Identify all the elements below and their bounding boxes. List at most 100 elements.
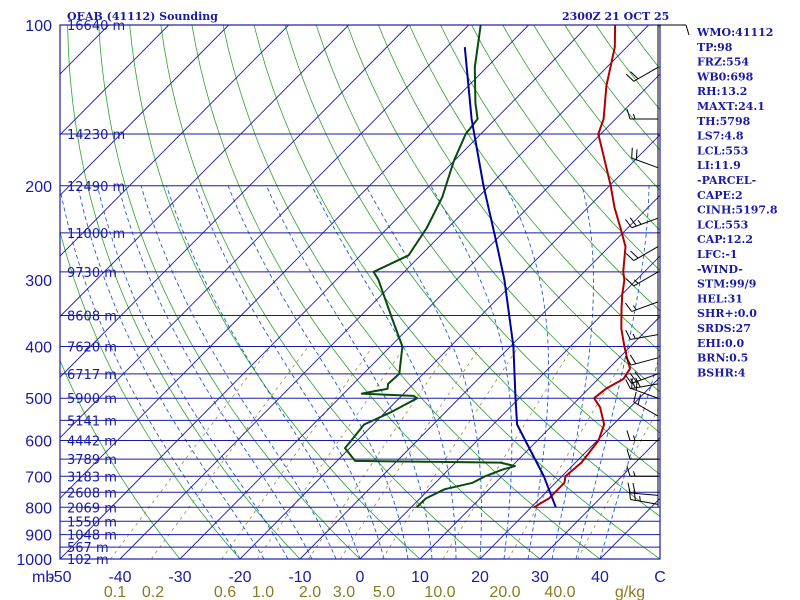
wind-barb-feather [631,147,633,159]
height-label: 12490 m [67,180,125,195]
pressure-unit-label: mb [32,569,54,586]
wind-barb-feather [685,24,690,36]
isotherm [60,25,289,257]
mixing-ratio-unit-label: g/kg [615,584,645,600]
temperature-tick-label: -40 [108,569,131,586]
height-label: 1550 m [67,515,117,530]
pressure-tick-label: 800 [25,500,52,517]
isotherm [419,315,660,559]
wind-barb-shaft [631,157,659,169]
mixing-ratio-label: 0.2 [142,584,164,600]
index-line: LCL:553 [697,144,748,157]
moist-adiabat [117,185,313,559]
wind-barb-half-feather [633,113,636,120]
height-label: 16640 m [67,19,125,34]
wind-barb-half-feather [633,435,636,441]
index-line: LCL:553 [697,218,748,231]
mixing-ratio-line [381,346,519,559]
wind-barb [626,108,658,120]
wind-profile [625,24,690,508]
chart-series [344,24,632,509]
series-dewpoint [344,24,516,509]
wind-barb [625,66,659,82]
mixing-ratio-label: 2.0 [299,584,321,600]
index-line: -WIND- [697,263,743,276]
chart-grid [59,24,661,560]
height-label: 102 m [67,553,109,568]
index-line: RH:13.2 [697,85,747,98]
moist-adiabat [96,185,289,559]
pressure-tick-label: 1000 [16,552,52,569]
temperature-tick-label: 0 [356,569,365,586]
wind-barb [626,466,658,477]
wind-barb-feather [629,373,637,382]
index-line: WB0:698 [696,70,754,83]
wind-barb [625,246,659,262]
isotherm [60,25,589,559]
mixing-ratio-label: 10.0 [424,584,455,600]
height-label: 567 m [67,541,109,556]
moist-adiabat [430,185,513,559]
wind-barb-half-feather [633,279,639,284]
wind-barb-feather [629,354,637,365]
index-line: CINH:5197.8 [697,204,778,217]
moist-adiabat [265,185,433,559]
dry-adiabat [253,25,660,559]
wind-barb [625,301,659,312]
index-line: HEL:31 [697,292,743,305]
wind-barb-feather [630,378,636,389]
height-label: 5141 m [67,414,117,429]
mixing-ratio-line [442,346,574,559]
dry-adiabat [222,25,601,559]
isotherm [60,25,349,318]
wind-barb [627,482,659,496]
wind-barb-shaft [630,357,659,366]
dry-adiabat [378,25,660,393]
pressure-tick-label: 300 [25,273,52,290]
wind-barb-half-feather [639,495,641,502]
wind-barb-feather [625,253,635,261]
temperature-unit-label: C [654,569,666,586]
wind-barb-feather [625,73,635,82]
mixing-ratio-label: 3.0 [333,584,355,600]
index-line: STM:99/9 [697,278,756,291]
dry-adiabat [129,25,421,559]
height-label: 4442 m [67,435,117,450]
moist-adiabat [365,185,482,559]
wind-barb [633,391,659,417]
index-line: LFC:-1 [697,248,738,261]
wind-barb [626,448,658,460]
wind-barb-half-feather [632,333,636,339]
wind-barb-half-feather [633,471,636,477]
dry-adiabat [98,25,361,559]
pressure-tick-label: 400 [25,340,52,357]
dry-adiabat [160,25,481,559]
pressure-tick-label: 600 [25,434,52,451]
mixing-ratio-line [110,346,272,559]
height-label: 3183 m [67,470,117,485]
pressure-tick-label: 100 [25,18,52,35]
index-line: CAPE:2 [697,189,743,202]
wind-barb-feather [629,217,637,227]
wind-barb-feather [630,250,639,259]
index-line: SRDS:27 [697,322,751,335]
wind-barb [625,271,659,287]
isotherm [479,376,660,559]
temperature-tick-label: 20 [471,569,489,586]
temperature-tick-label: 10 [411,569,429,586]
height-label: 11000 m [67,227,125,242]
height-label: 8608 m [67,310,117,325]
height-label: 14230 m [67,128,125,143]
isotherm [359,255,660,559]
isotherm [179,73,660,559]
wind-barb-half-feather [632,305,637,311]
dry-adiabat [440,25,660,312]
moist-adiabat [551,185,594,559]
isotherm [60,25,229,197]
wind-barb [625,371,659,384]
index-line: EHI:0.0 [697,337,744,350]
wind-barb-shaft [630,498,659,505]
wind-barb-feather [625,302,633,312]
index-line: LI:11.9 [697,159,741,172]
